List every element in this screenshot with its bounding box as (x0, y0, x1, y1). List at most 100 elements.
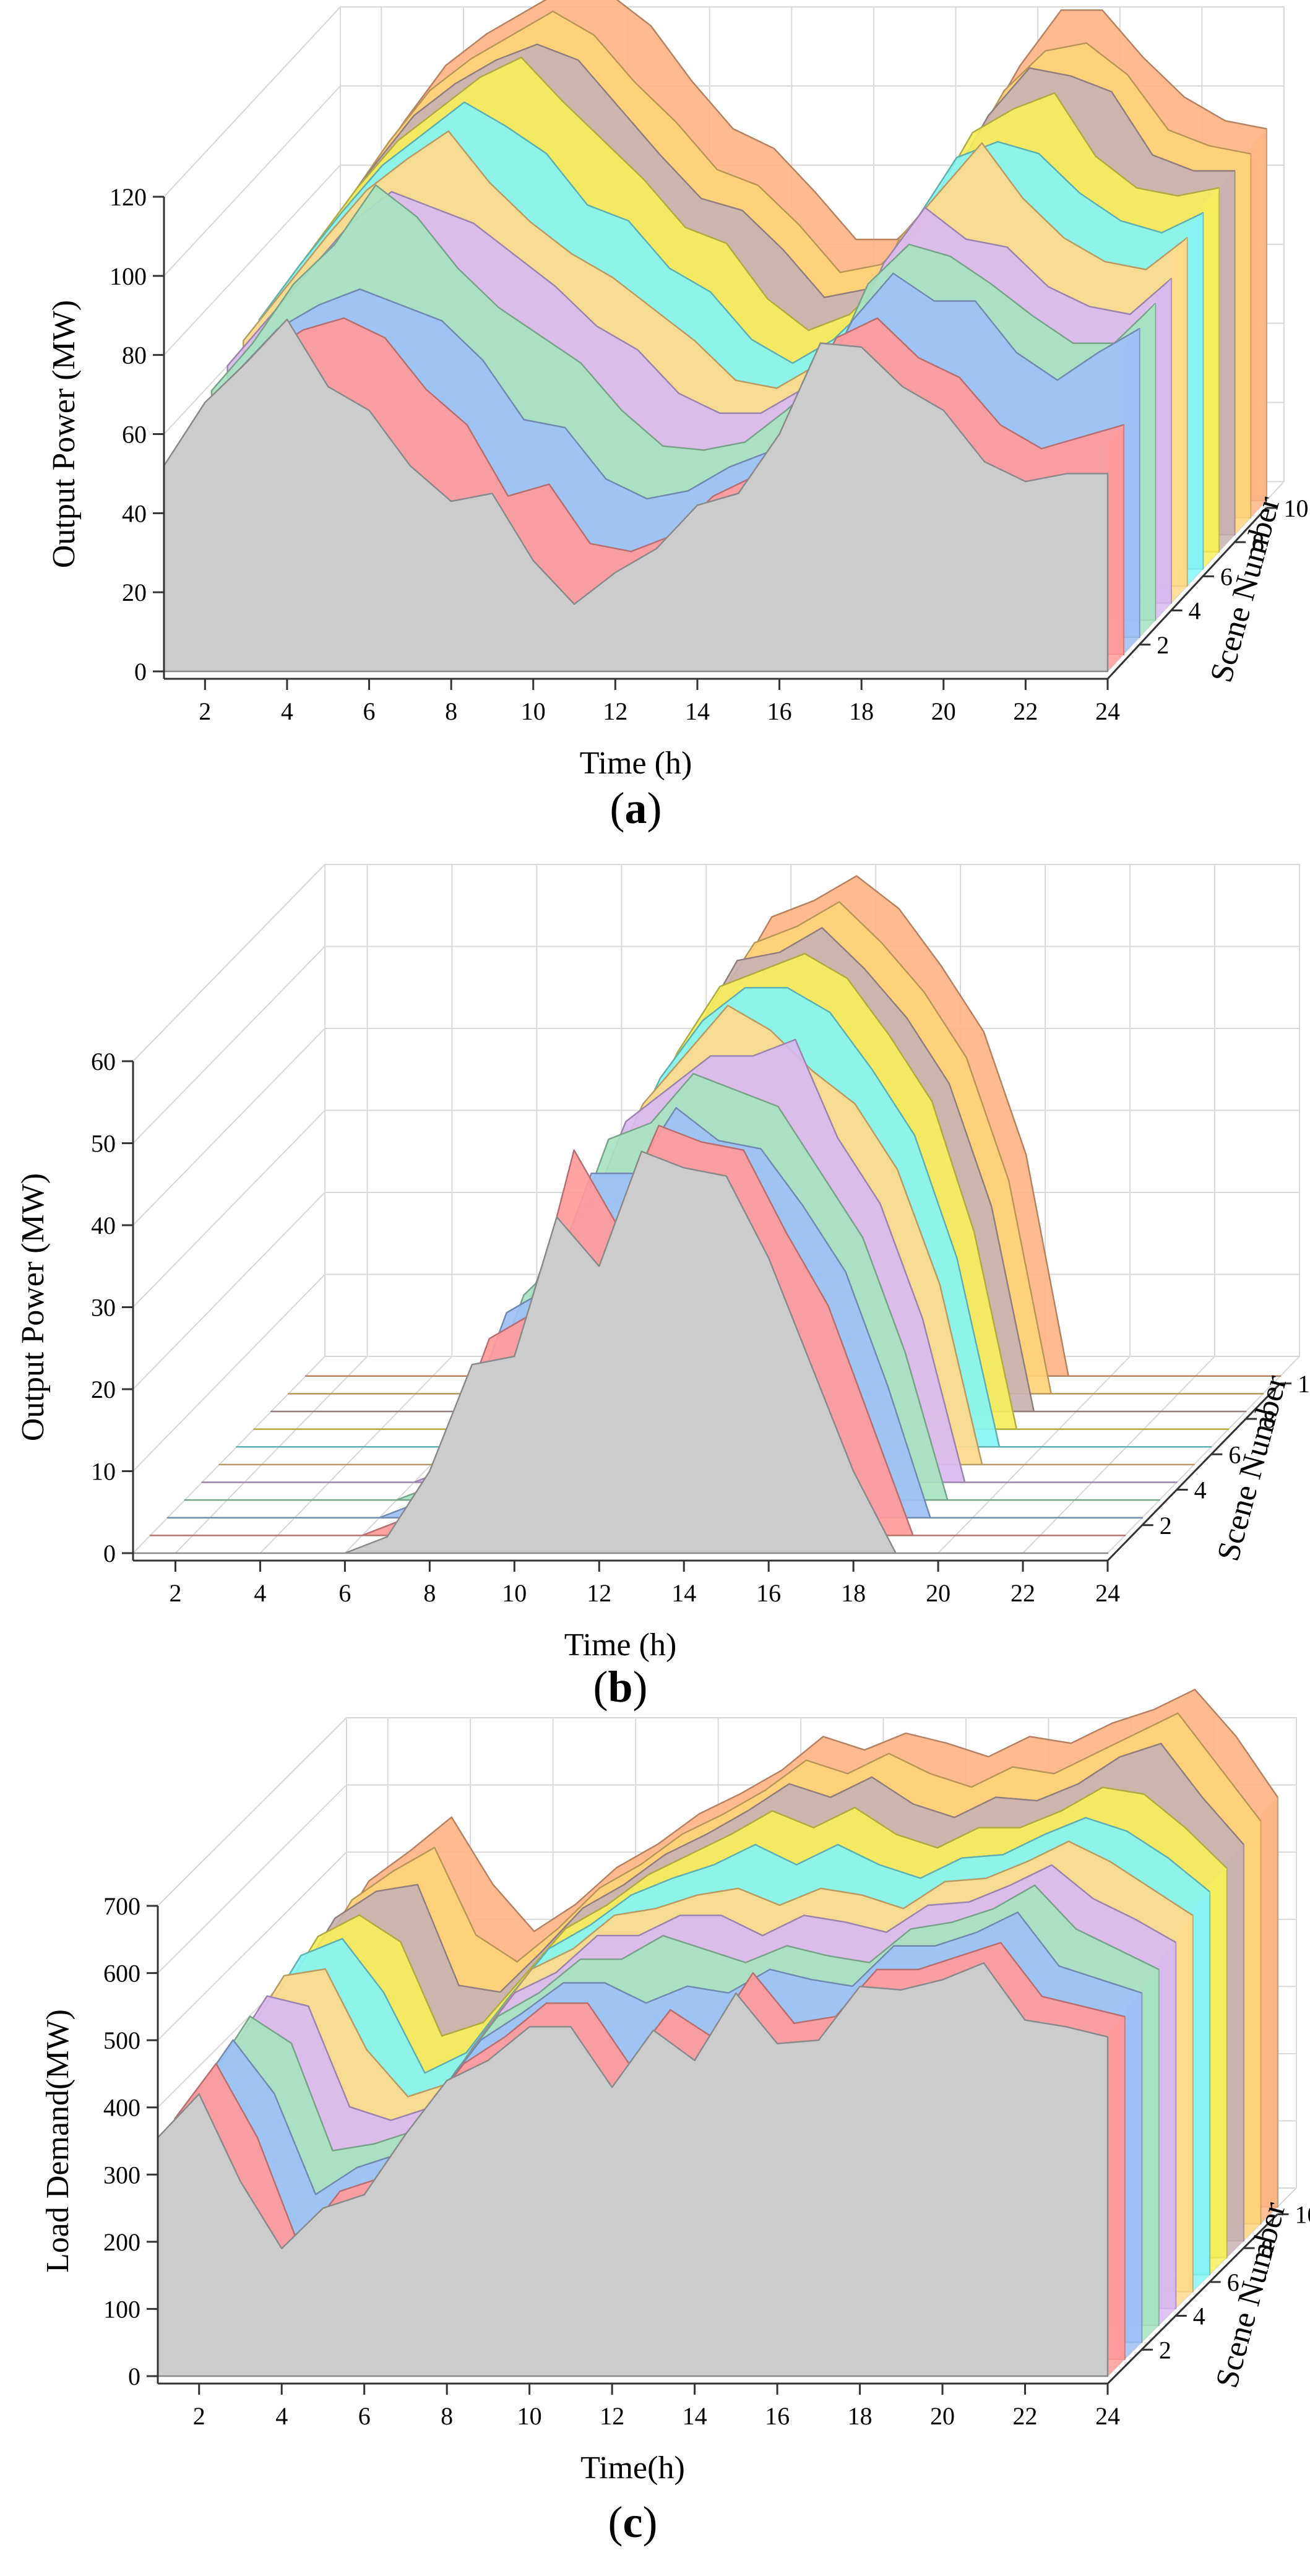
z-tick-label: 6 (1228, 1441, 1241, 1468)
z-axis-line (1106, 507, 1267, 680)
z-tick-label: 2 (1159, 2336, 1171, 2364)
x-tick-label: 24 (1095, 697, 1120, 725)
y-tick-label: 300 (103, 2161, 140, 2189)
z-tick-label: 2 (1157, 631, 1169, 659)
x-tick-label: 8 (441, 2402, 453, 2430)
x-tick-label: 20 (926, 1579, 950, 1607)
x-tick-label: 4 (275, 2402, 288, 2430)
y-tick-label: 0 (134, 658, 147, 686)
z-axis-line (1106, 2213, 1278, 2385)
series-side-scene-4 (1158, 1942, 1176, 2325)
x-tick-label: 4 (281, 697, 293, 725)
x-tick-label: 14 (683, 2402, 707, 2430)
panel-label-open: ( (610, 783, 625, 833)
y-tick-label: 0 (128, 2363, 140, 2390)
grid-line (1107, 1356, 1300, 1554)
series-side-scene-1 (1108, 2016, 1125, 2376)
series-side-scene-1 (1108, 424, 1124, 671)
y-tick-label: 600 (103, 1960, 140, 1988)
z-tick-label: 8 (1261, 2234, 1273, 2262)
series-c (157, 1689, 1278, 2377)
z-tick-label: 10 (1295, 2200, 1310, 2228)
grid-line (132, 946, 325, 1144)
series-side-scene-2 (1124, 1992, 1142, 2359)
y-tick-label: 80 (122, 342, 147, 369)
grid-line (1022, 1356, 1215, 1554)
x-tick-label: 16 (756, 1579, 781, 1607)
series-side-scene-3 (1139, 303, 1155, 637)
x-tick-label: 18 (849, 697, 874, 725)
chart-panel-b: 010203040506024681012141618202224246810O… (15, 864, 1310, 1712)
y-tick-label: 60 (122, 421, 147, 449)
x-tick-label: 6 (338, 1579, 351, 1607)
series-side-scene-7 (1202, 187, 1219, 569)
panel-label-close: ) (633, 1662, 648, 1712)
series-side-scene-10 (1250, 129, 1267, 518)
series-a (163, 0, 1267, 673)
x-tick-label: 22 (1011, 1579, 1035, 1607)
series-side-scene-5 (1171, 238, 1187, 603)
panel-label-open: ( (593, 1662, 608, 1712)
x-tick-label: 10 (521, 697, 546, 725)
y-tick-label: 400 (103, 2094, 140, 2122)
panel-label-letter: a (625, 783, 647, 833)
panel-label-letter: b (608, 1662, 632, 1712)
series-side-scene-5 (1175, 1915, 1193, 2309)
y-axis-title: Output Power (MW) (15, 1173, 51, 1441)
series-side-scene-8 (1226, 1844, 1244, 2258)
x-tick-label: 10 (502, 1579, 527, 1607)
y-tick-label: 30 (91, 1294, 116, 1322)
x-tick-label: 22 (1013, 2402, 1038, 2430)
x-tick-label: 18 (848, 2402, 873, 2430)
z-tick-label: 6 (1220, 562, 1233, 590)
series-b (132, 875, 1282, 1554)
grid-line (157, 1784, 347, 1974)
series-side-scene-7 (1209, 1867, 1227, 2275)
x-tick-label: 20 (930, 2402, 955, 2430)
series-side-scene-8 (1218, 171, 1235, 552)
panel-label-a: (a) (610, 783, 662, 833)
x-tick-label: 14 (685, 697, 710, 725)
panel-label-close: ) (647, 783, 662, 833)
y-tick-label: 40 (122, 499, 147, 527)
x-tick-label: 24 (1095, 1579, 1120, 1607)
series-side-scene-9 (1235, 153, 1251, 535)
series-side-scene-2 (1123, 329, 1140, 655)
y-tick-label: 20 (122, 579, 147, 606)
y-tick-label: 10 (91, 1458, 116, 1486)
x-axis-title: Time (h) (564, 1627, 677, 1663)
x-tick-label: 2 (193, 2402, 205, 2430)
x-tick-label: 12 (587, 1579, 611, 1607)
box-edge (163, 6, 1285, 482)
box-edge (157, 1717, 1297, 2188)
x-tick-label: 10 (517, 2402, 542, 2430)
series-area-front (157, 1962, 1109, 2377)
z-tick-label: 8 (1252, 528, 1264, 556)
z-tick-label: 4 (1194, 1476, 1207, 1504)
panel-label-c: (c) (608, 2497, 658, 2547)
y-tick-label: 0 (103, 1540, 116, 1567)
grid-line (259, 1356, 453, 1554)
grid-line (157, 1851, 347, 2041)
z-tick-label: 8 (1263, 1405, 1275, 1433)
series-area-front (132, 1150, 1109, 1554)
x-axis-title: Time(h) (580, 2450, 685, 2486)
series-side-scene-3 (1141, 1969, 1159, 2343)
y-tick-label: 100 (103, 2295, 140, 2323)
y-axis-title: Load Demand(MW) (40, 2009, 75, 2273)
series-side-scene-9 (1243, 1820, 1261, 2241)
y-tick-label: 50 (91, 1130, 116, 1158)
y-tick-label: 20 (91, 1376, 116, 1403)
series-side-scene-6 (1192, 1891, 1210, 2292)
series-side-scene-4 (1155, 278, 1171, 621)
grid-line (175, 1356, 368, 1554)
grid-line (132, 1356, 325, 1554)
x-tick-label: 6 (363, 697, 376, 725)
x-tick-label: 4 (254, 1579, 266, 1607)
y-tick-label: 100 (110, 262, 147, 290)
x-tick-label: 22 (1013, 697, 1038, 725)
x-tick-label: 6 (358, 2402, 371, 2430)
z-tick-label: 10 (1284, 494, 1309, 522)
